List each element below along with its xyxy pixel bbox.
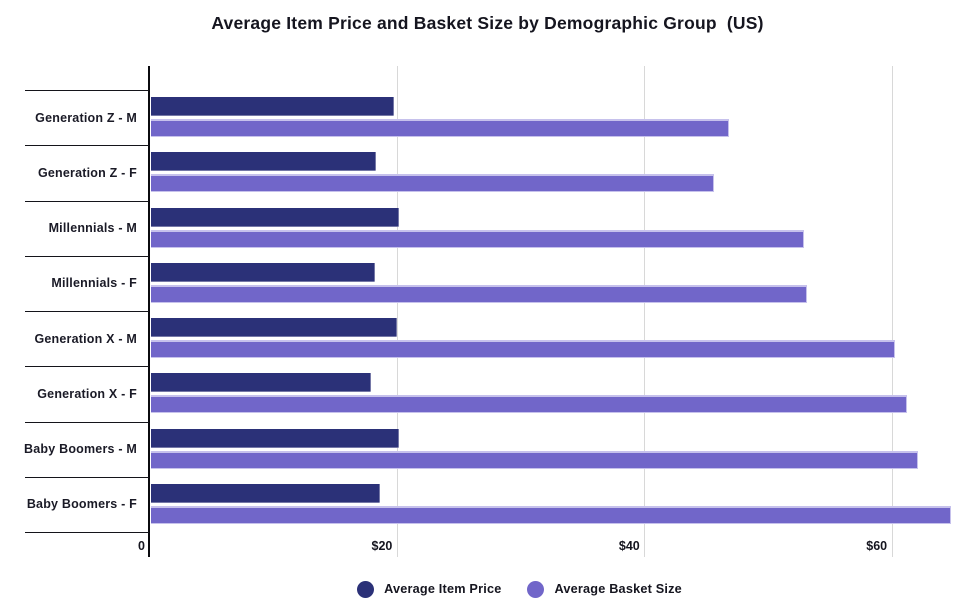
category-row: Generation X - M xyxy=(0,311,975,366)
avg-item-price-bar xyxy=(151,428,399,448)
category-label: Generation Z - F xyxy=(37,165,137,180)
legend-item-average-item-price: Average Item Price xyxy=(357,580,502,598)
avg-item-price-bar xyxy=(151,207,399,227)
category-tick xyxy=(25,255,149,257)
category-label: Generation X - F xyxy=(37,386,137,401)
category-label: Millennials - M xyxy=(48,221,137,236)
avg-item-price-bar xyxy=(151,152,377,172)
category-row: Generation X - F xyxy=(0,366,975,421)
category-tick xyxy=(25,421,149,423)
chart-title: Average Item Price and Basket Size by De… xyxy=(211,13,764,33)
avg-item-price-bar xyxy=(151,97,394,116)
legend-item-average-basket-size: Average Basket Size xyxy=(527,580,682,598)
category-row: Generation Z - M xyxy=(0,90,975,145)
avg-basket-size-bar xyxy=(151,284,807,303)
legend-marker-average-item-price-icon xyxy=(357,580,375,598)
x-tick-label: $40 xyxy=(618,539,640,553)
legend-label-average-basket-size: Average Basket Size xyxy=(554,582,682,596)
category-tick xyxy=(25,90,149,91)
category-row: Millennials - M xyxy=(0,201,975,256)
avg-item-price-bar xyxy=(151,373,372,393)
x-tick-label: $20 xyxy=(371,539,393,553)
category-tick xyxy=(25,366,149,368)
category-row: Baby Boomers - M xyxy=(0,422,975,477)
category-tick xyxy=(25,532,149,533)
category-label: Millennials - F xyxy=(51,276,137,291)
avg-basket-size-bar xyxy=(151,229,805,248)
avg-item-price-bar xyxy=(151,483,381,503)
category-label: Baby Boomers - M xyxy=(24,442,137,457)
avg-item-price-bar xyxy=(151,262,376,282)
avg-basket-size-bar xyxy=(151,119,729,137)
gridline-20 xyxy=(396,66,398,557)
category-tick xyxy=(25,200,149,202)
category-row: Generation Z - F xyxy=(0,145,975,200)
avg-basket-size-bar xyxy=(151,505,952,524)
x-tick-label: $60 xyxy=(866,539,888,553)
plot-area: Generation Z - M Generation Z - F Millenni… xyxy=(0,66,975,557)
avg-basket-size-bar xyxy=(151,395,907,414)
category-tick xyxy=(25,145,149,147)
category-label: Baby Boomers - F xyxy=(26,497,137,512)
avg-basket-size-bar xyxy=(151,340,895,358)
legend: Average Item Price Average Basket Size xyxy=(32,577,975,601)
category-tick xyxy=(25,311,149,312)
category-label: Generation X - M xyxy=(34,331,137,346)
legend-marker-average-basket-size-icon xyxy=(527,580,545,598)
x-tick-label: 0 xyxy=(138,539,145,553)
category-row: Baby Boomers - F xyxy=(0,477,975,532)
category-row: Millennials - F xyxy=(0,256,975,311)
avg-item-price-bar xyxy=(151,318,398,337)
gridline-60 xyxy=(891,66,893,557)
category-tick xyxy=(25,476,149,478)
gridline-40 xyxy=(644,66,646,557)
avg-basket-size-bar xyxy=(151,450,919,469)
category-label: Generation Z - M xyxy=(35,110,137,125)
y-axis-line xyxy=(148,66,150,557)
legend-label-average-item-price: Average Item Price xyxy=(384,582,502,596)
avg-basket-size-bar xyxy=(151,174,715,193)
